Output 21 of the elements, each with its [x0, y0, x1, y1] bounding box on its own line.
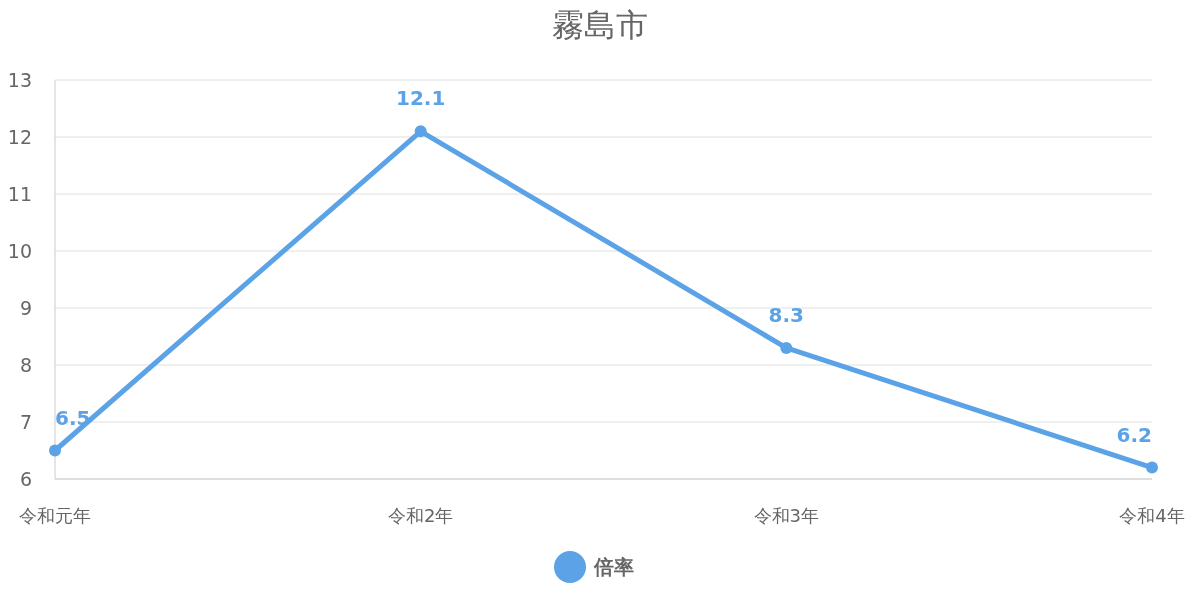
x-tick-label: 令和2年: [387, 505, 454, 526]
point: [1146, 461, 1158, 474]
legend-label: 倍率: [593, 555, 634, 579]
x-tick-label: 令和3年: [753, 505, 820, 526]
point: [780, 341, 793, 354]
chart-title: 霧島市: [552, 6, 648, 44]
y-tick-label: 6: [19, 468, 32, 490]
point: [49, 444, 61, 457]
y-tick-label: 8: [19, 354, 32, 376]
point: [414, 125, 427, 138]
y-tick-label: 9: [19, 297, 32, 319]
data-label: 12.1: [395, 86, 446, 111]
y-tick-label: 10: [7, 240, 32, 262]
y-tick-label: 11: [7, 183, 32, 205]
data-label: 8.3: [768, 302, 805, 327]
y-tick-label: 12: [7, 126, 32, 148]
data-label: 6.2: [1116, 422, 1152, 447]
x-tick-label: 令和4年: [1119, 505, 1185, 526]
y-tick-label: 7: [19, 411, 32, 433]
x-tick-label: 令和元年: [19, 505, 91, 526]
y-tick-label: 13: [7, 69, 32, 91]
